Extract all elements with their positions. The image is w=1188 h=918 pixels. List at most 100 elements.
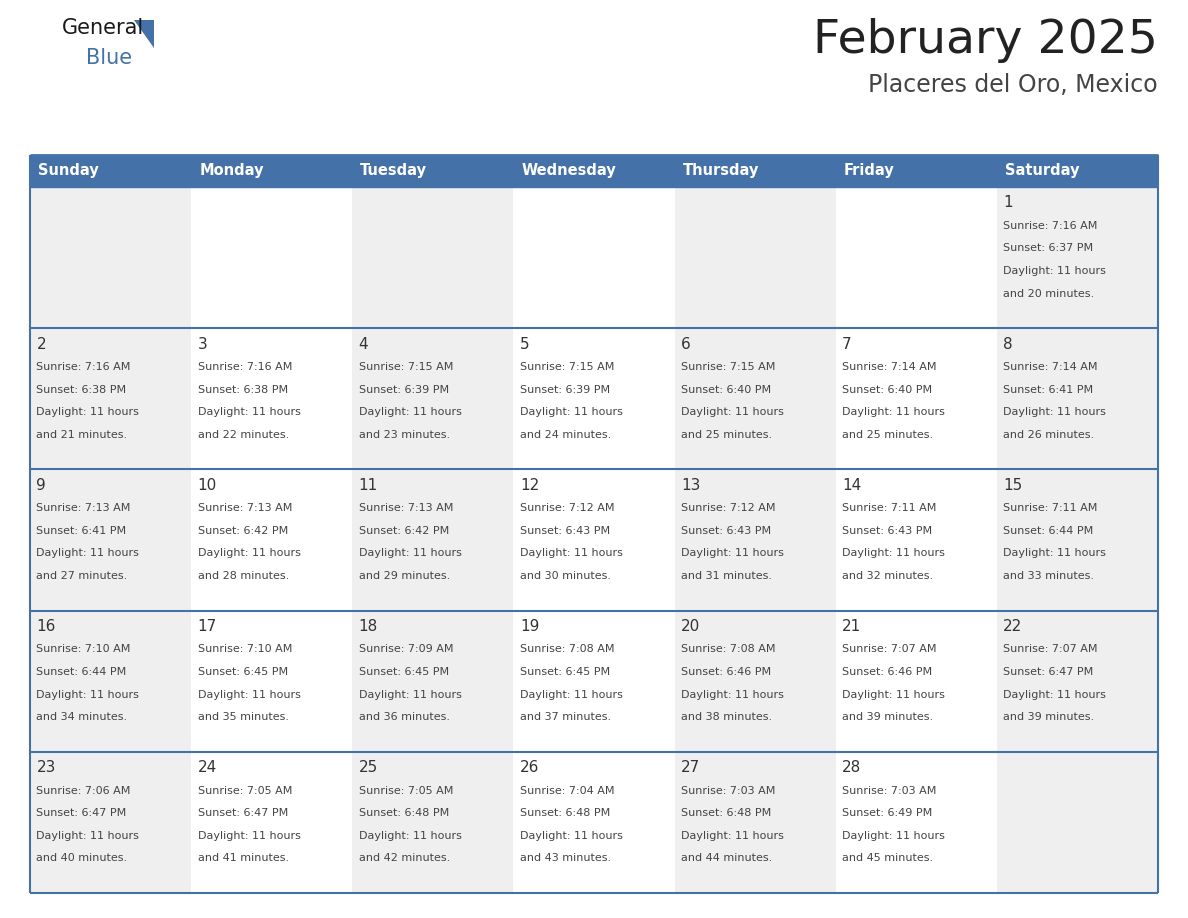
Text: 10: 10 — [197, 478, 217, 493]
Text: Saturday: Saturday — [1005, 163, 1080, 178]
Text: 12: 12 — [520, 478, 539, 493]
Text: 7: 7 — [842, 337, 852, 352]
Bar — [353, 187, 513, 329]
Bar — [997, 329, 1158, 469]
Text: and 42 minutes.: and 42 minutes. — [359, 854, 450, 864]
Text: and 32 minutes.: and 32 minutes. — [842, 571, 934, 581]
Text: and 28 minutes.: and 28 minutes. — [197, 571, 289, 581]
Polygon shape — [134, 20, 154, 48]
Bar — [191, 155, 353, 187]
Text: Daylight: 11 hours: Daylight: 11 hours — [842, 689, 944, 700]
Text: Sunset: 6:48 PM: Sunset: 6:48 PM — [681, 808, 771, 818]
Text: Sunrise: 7:09 AM: Sunrise: 7:09 AM — [359, 644, 454, 655]
Bar — [675, 187, 835, 329]
Text: Friday: Friday — [843, 163, 895, 178]
Text: 4: 4 — [359, 337, 368, 352]
Text: and 25 minutes.: and 25 minutes. — [681, 430, 772, 440]
Text: and 20 minutes.: and 20 minutes. — [1004, 288, 1094, 298]
Bar — [191, 752, 353, 893]
Text: 24: 24 — [197, 760, 217, 776]
Text: Tuesday: Tuesday — [360, 163, 428, 178]
Text: and 40 minutes.: and 40 minutes. — [37, 854, 127, 864]
Text: Sunset: 6:38 PM: Sunset: 6:38 PM — [37, 385, 127, 395]
Text: Sunrise: 7:16 AM: Sunrise: 7:16 AM — [1004, 221, 1098, 231]
Text: and 43 minutes.: and 43 minutes. — [520, 854, 611, 864]
Text: Daylight: 11 hours: Daylight: 11 hours — [520, 689, 623, 700]
Text: and 34 minutes.: and 34 minutes. — [37, 712, 127, 722]
Text: Sunrise: 7:05 AM: Sunrise: 7:05 AM — [359, 786, 453, 796]
Text: and 35 minutes.: and 35 minutes. — [197, 712, 289, 722]
Text: and 21 minutes.: and 21 minutes. — [37, 430, 127, 440]
Text: Sunday: Sunday — [38, 163, 99, 178]
Bar — [997, 187, 1158, 329]
Text: Daylight: 11 hours: Daylight: 11 hours — [520, 408, 623, 418]
Text: Daylight: 11 hours: Daylight: 11 hours — [37, 831, 139, 841]
Text: Sunrise: 7:15 AM: Sunrise: 7:15 AM — [359, 362, 453, 372]
Text: Monday: Monday — [200, 163, 264, 178]
Text: Daylight: 11 hours: Daylight: 11 hours — [197, 831, 301, 841]
Text: and 23 minutes.: and 23 minutes. — [359, 430, 450, 440]
Text: Sunset: 6:43 PM: Sunset: 6:43 PM — [520, 526, 609, 536]
Text: and 37 minutes.: and 37 minutes. — [520, 712, 611, 722]
Text: Sunset: 6:45 PM: Sunset: 6:45 PM — [359, 667, 449, 677]
Text: and 38 minutes.: and 38 minutes. — [681, 712, 772, 722]
Text: Daylight: 11 hours: Daylight: 11 hours — [842, 548, 944, 558]
Text: Daylight: 11 hours: Daylight: 11 hours — [1004, 689, 1106, 700]
Text: 16: 16 — [37, 619, 56, 634]
Text: Sunset: 6:47 PM: Sunset: 6:47 PM — [197, 808, 287, 818]
Text: Sunrise: 7:03 AM: Sunrise: 7:03 AM — [842, 786, 936, 796]
Bar — [30, 155, 191, 187]
Bar — [30, 329, 191, 469]
Text: Sunrise: 7:16 AM: Sunrise: 7:16 AM — [197, 362, 292, 372]
Text: 15: 15 — [1004, 478, 1023, 493]
Text: Sunset: 6:43 PM: Sunset: 6:43 PM — [681, 526, 771, 536]
Text: Sunrise: 7:05 AM: Sunrise: 7:05 AM — [197, 786, 292, 796]
Text: Sunset: 6:42 PM: Sunset: 6:42 PM — [359, 526, 449, 536]
Text: Sunrise: 7:04 AM: Sunrise: 7:04 AM — [520, 786, 614, 796]
Bar — [513, 329, 675, 469]
Text: Daylight: 11 hours: Daylight: 11 hours — [681, 689, 784, 700]
Bar — [353, 610, 513, 752]
Text: 9: 9 — [37, 478, 46, 493]
Bar — [353, 329, 513, 469]
Text: Sunset: 6:40 PM: Sunset: 6:40 PM — [681, 385, 771, 395]
Text: and 31 minutes.: and 31 minutes. — [681, 571, 772, 581]
Text: 19: 19 — [520, 619, 539, 634]
Bar — [835, 329, 997, 469]
Text: Daylight: 11 hours: Daylight: 11 hours — [197, 408, 301, 418]
Text: and 22 minutes.: and 22 minutes. — [197, 430, 289, 440]
Text: Daylight: 11 hours: Daylight: 11 hours — [197, 689, 301, 700]
Bar — [835, 187, 997, 329]
Text: Daylight: 11 hours: Daylight: 11 hours — [37, 408, 139, 418]
Text: Daylight: 11 hours: Daylight: 11 hours — [842, 408, 944, 418]
Text: and 30 minutes.: and 30 minutes. — [520, 571, 611, 581]
Text: 8: 8 — [1004, 337, 1013, 352]
Text: 25: 25 — [359, 760, 378, 776]
Text: Sunrise: 7:14 AM: Sunrise: 7:14 AM — [842, 362, 936, 372]
Text: 6: 6 — [681, 337, 690, 352]
Text: Daylight: 11 hours: Daylight: 11 hours — [1004, 548, 1106, 558]
Text: and 41 minutes.: and 41 minutes. — [197, 854, 289, 864]
Text: Sunrise: 7:16 AM: Sunrise: 7:16 AM — [37, 362, 131, 372]
Text: Sunset: 6:38 PM: Sunset: 6:38 PM — [197, 385, 287, 395]
Bar — [353, 752, 513, 893]
Bar — [513, 610, 675, 752]
Bar — [675, 610, 835, 752]
Text: Blue: Blue — [86, 48, 132, 68]
Text: Sunrise: 7:10 AM: Sunrise: 7:10 AM — [197, 644, 292, 655]
Text: Sunrise: 7:12 AM: Sunrise: 7:12 AM — [520, 503, 614, 513]
Text: Sunrise: 7:06 AM: Sunrise: 7:06 AM — [37, 786, 131, 796]
Text: 26: 26 — [520, 760, 539, 776]
Text: and 33 minutes.: and 33 minutes. — [1004, 571, 1094, 581]
Bar — [997, 469, 1158, 610]
Bar — [30, 752, 191, 893]
Text: Daylight: 11 hours: Daylight: 11 hours — [1004, 266, 1106, 276]
Bar — [835, 469, 997, 610]
Bar — [675, 752, 835, 893]
Text: Sunset: 6:39 PM: Sunset: 6:39 PM — [359, 385, 449, 395]
Text: Sunrise: 7:03 AM: Sunrise: 7:03 AM — [681, 786, 776, 796]
Text: Sunrise: 7:07 AM: Sunrise: 7:07 AM — [842, 644, 936, 655]
Text: Daylight: 11 hours: Daylight: 11 hours — [1004, 408, 1106, 418]
Text: Sunrise: 7:15 AM: Sunrise: 7:15 AM — [520, 362, 614, 372]
Bar — [191, 469, 353, 610]
